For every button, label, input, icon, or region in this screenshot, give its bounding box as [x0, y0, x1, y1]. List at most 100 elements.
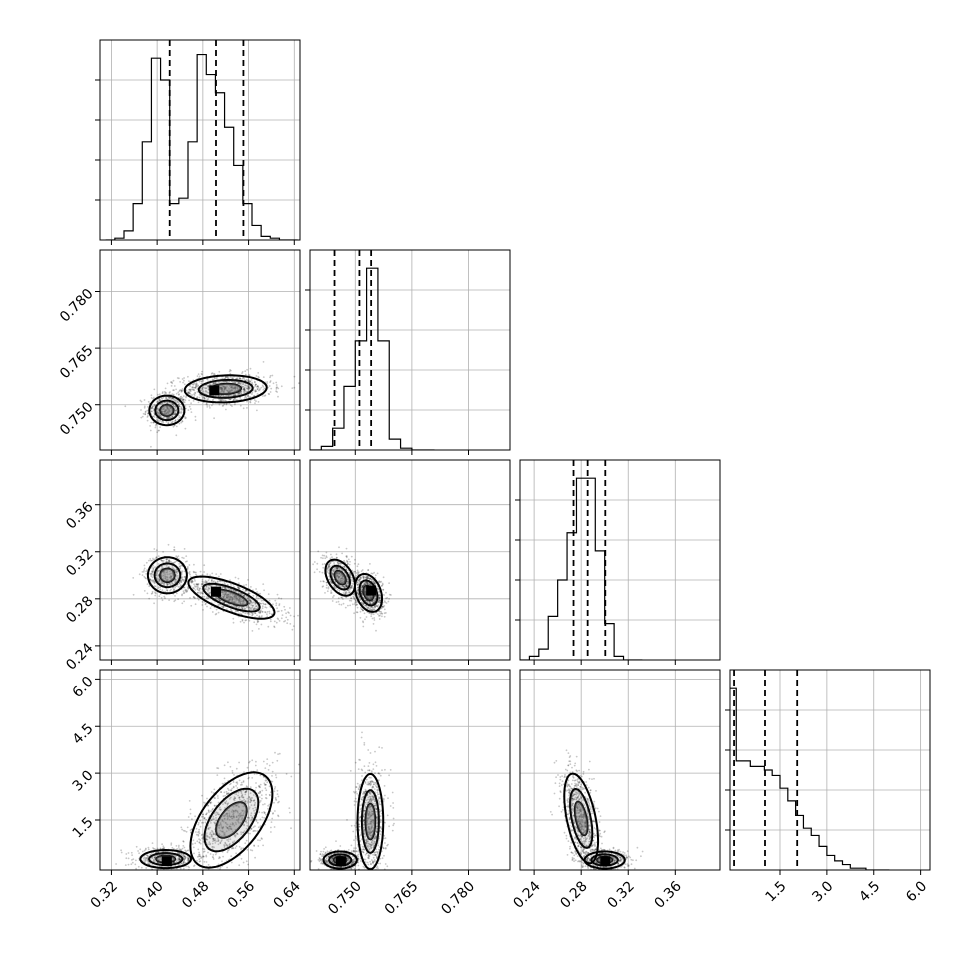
x-tick-label: 1.5	[763, 878, 790, 905]
histogram-0	[105, 53, 298, 240]
contour-0-2-0-1	[214, 588, 249, 607]
y-tick-label: 6.0	[70, 674, 97, 701]
contour-1-2-1-0	[329, 564, 351, 591]
contour-fill	[155, 400, 179, 421]
contour-fill	[334, 570, 346, 585]
panel-frame	[729, 669, 931, 871]
x-tick-label: 0.40	[133, 878, 166, 911]
contour-0-2-1-0	[153, 562, 182, 589]
x-tick-labels: 0.32 0.40 0.48 0.56 0.64 0.750 0.765 0.780 0.24 0…	[88, 878, 931, 918]
contour-1-2-1-1	[358, 579, 379, 607]
contour-2-3-1-0	[569, 787, 594, 849]
density-peak	[211, 586, 221, 597]
contour-fill	[361, 790, 379, 853]
density-peak	[161, 856, 172, 867]
x-tick-label: 0.64	[271, 878, 304, 911]
panel-frame	[99, 669, 301, 871]
hist-panel-3	[725, 669, 931, 875]
y-tick-label: 0.780	[57, 286, 97, 326]
density-peak	[209, 385, 220, 396]
contour-0-1-2-0	[148, 394, 186, 427]
panel-frame	[309, 459, 511, 661]
contour-0-2-2-1	[187, 575, 276, 620]
histogram-2	[520, 477, 643, 660]
histogram-3	[730, 687, 890, 870]
contour-fill	[204, 788, 259, 852]
density-peak	[600, 856, 611, 867]
x-tick-label: 0.765	[382, 878, 422, 918]
hist-panel-2	[515, 459, 721, 665]
x-tick-label: 0.36	[652, 878, 685, 911]
contour-fill	[570, 789, 593, 848]
contour-2-3-2-1	[583, 850, 626, 870]
contour-0-2-2-0	[146, 556, 188, 595]
contour-2-3-1-1	[590, 853, 619, 867]
contour-1-3-1-1	[360, 789, 380, 854]
contour-0-3-1-0	[148, 852, 184, 866]
contour-0-1-2-1	[183, 374, 268, 404]
contour-0-1-0-0	[159, 403, 175, 417]
panel-frame	[99, 39, 301, 241]
x-tick-label: 6.0	[903, 878, 930, 905]
scatter-panel-0-3	[95, 669, 301, 875]
contour-0-3-2-1	[189, 771, 274, 869]
y-tick-labels: 0.750 0.765 0.780 0.24 0.28 0.32 0.36 1.5 3.0 4.5…	[57, 286, 97, 842]
density-peak	[366, 585, 377, 596]
contour-2-3-0-0	[573, 800, 589, 837]
contour-2-3-2-0	[563, 772, 600, 865]
contour-0-3-1-1	[203, 787, 260, 853]
y-tick-label: 0.36	[63, 499, 96, 532]
y-tick-label: 0.28	[63, 593, 96, 626]
y-tick-label: 0.750	[57, 399, 97, 439]
contour-0-1-1-0	[154, 399, 180, 422]
contour-fill	[574, 801, 588, 836]
contour-0-1-1-1	[197, 379, 254, 399]
panel-frame	[519, 459, 721, 661]
scatter-panel-0-2	[95, 459, 301, 665]
contour-0-3-2-0	[139, 848, 193, 870]
x-tick-label: 0.32	[88, 878, 121, 911]
contour-1-3-1-0	[328, 853, 353, 867]
contour-0-3-0-1	[215, 801, 248, 839]
hist-panel-0	[95, 39, 301, 245]
scatter-panel-1-2	[309, 459, 511, 665]
histogram-1	[310, 267, 435, 450]
contour-1-2-2-1	[354, 573, 383, 613]
x-tick-label: 0.24	[510, 878, 543, 911]
panel-frame	[99, 459, 301, 661]
y-tick-label: 1.5	[70, 814, 97, 841]
contour-1-3-2-1	[356, 772, 385, 870]
y-tick-label: 0.24	[63, 640, 96, 673]
contour-0-2-0-0	[159, 567, 176, 583]
contour-fill	[216, 802, 247, 838]
contour-1-3-0-1	[364, 802, 377, 841]
contour-0-3-0-0	[155, 854, 177, 864]
panel-frame	[99, 249, 301, 451]
x-tick-label: 3.0	[809, 878, 836, 905]
scatter-panel-2-3	[519, 669, 721, 875]
contour-0-2-1-1	[202, 582, 261, 613]
x-tick-label: 0.32	[604, 878, 637, 911]
contour-fill	[160, 404, 174, 416]
scatter-panel-1-3	[309, 669, 511, 875]
x-tick-label: 0.48	[179, 878, 212, 911]
x-tick-label: 0.780	[438, 878, 478, 918]
hist-panel-1	[305, 249, 511, 455]
y-tick-label: 0.32	[63, 546, 96, 579]
x-tick-label: 0.28	[557, 878, 590, 911]
y-tick-label: 0.765	[57, 342, 97, 382]
panel-frame	[519, 669, 721, 871]
y-tick-label: 3.0	[70, 767, 97, 794]
x-tick-label: 4.5	[856, 878, 883, 905]
density-peak	[335, 856, 346, 867]
contour-1-2-0-0	[333, 569, 347, 586]
scatter-panel-0-1	[95, 249, 301, 455]
contour-1-3-2-0	[322, 850, 358, 870]
contour-fill	[330, 565, 350, 590]
contour-fill	[154, 563, 181, 588]
y-tick-label: 4.5	[70, 721, 97, 748]
contour-fill	[215, 589, 248, 606]
x-tick-label: 0.750	[325, 878, 365, 918]
x-tick-label: 0.56	[225, 878, 258, 911]
